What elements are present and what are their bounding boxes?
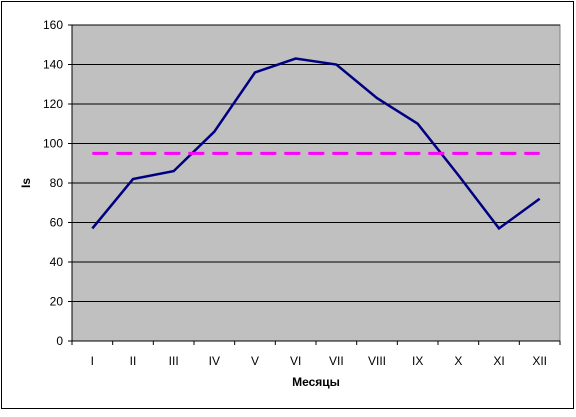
x-tick-label: XI [493, 354, 504, 368]
y-tick-label: 0 [56, 334, 63, 348]
x-tick-label: IV [209, 354, 220, 368]
x-tick-label: I [91, 354, 94, 368]
x-tick-label: XII [532, 354, 547, 368]
y-tick-label: 160 [43, 18, 63, 32]
y-tick-label: 120 [43, 97, 63, 111]
x-tick-label: II [130, 354, 137, 368]
x-tick-label: VIII [368, 354, 386, 368]
y-tick-label: 140 [43, 58, 63, 72]
x-tick-label: VII [329, 354, 344, 368]
x-tick-label: IX [412, 354, 423, 368]
y-tick-label: 100 [43, 137, 63, 151]
x-tick-label: X [454, 354, 462, 368]
y-tick-label: 60 [50, 216, 64, 230]
y-axis-title: Is [19, 178, 33, 188]
x-tick-label: VI [290, 354, 301, 368]
x-axis-title: Месяцы [292, 375, 340, 389]
x-tick-label: V [251, 354, 259, 368]
series-line [91, 57, 541, 231]
y-tick-label: 80 [50, 176, 64, 190]
x-tick-label: III [169, 354, 179, 368]
y-tick-label: 40 [50, 255, 64, 269]
y-tick-label: 20 [50, 295, 64, 309]
